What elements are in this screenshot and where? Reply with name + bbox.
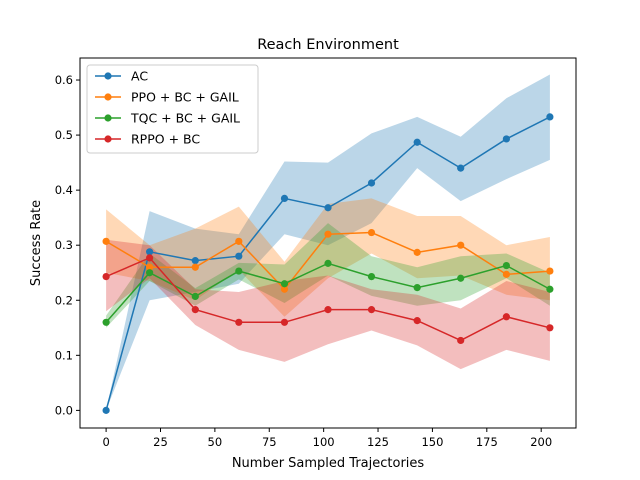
point-ac-2 bbox=[191, 257, 199, 265]
y-tick-label: 0.1 bbox=[55, 348, 73, 362]
band-ppo-bc-gail bbox=[106, 198, 550, 317]
point-rppo-bc-6 bbox=[367, 306, 376, 314]
point-tqc-bc-gail-5 bbox=[324, 259, 332, 267]
point-ac-6 bbox=[367, 179, 376, 187]
point-tqc-bc-gail-8 bbox=[457, 274, 465, 282]
point-ppo-bc-gail-1 bbox=[146, 263, 154, 271]
x-tick-label: 0 bbox=[102, 435, 109, 449]
x-tick-label: 75 bbox=[262, 435, 277, 449]
point-rppo-bc-8 bbox=[457, 336, 465, 345]
point-ac-5 bbox=[324, 204, 332, 212]
legend-label-rppo-bc: RPPO + BC bbox=[131, 132, 200, 147]
point-rppo-bc-9 bbox=[502, 313, 510, 321]
point-ppo-bc-gail-3 bbox=[235, 237, 243, 245]
legend: AC PPO + BC + GAIL TQC + BC + GAIL RPPO + B… bbox=[86, 64, 259, 154]
legend-box bbox=[86, 64, 259, 154]
point-rppo-bc-0 bbox=[102, 272, 110, 281]
point-rppo-bc-2 bbox=[191, 306, 199, 314]
plot-frame bbox=[79, 57, 577, 429]
point-ac-4 bbox=[280, 194, 289, 202]
point-tqc-bc-gail-1 bbox=[146, 269, 154, 277]
x-tick-label: 200 bbox=[530, 435, 552, 449]
point-tqc-bc-gail-7 bbox=[413, 284, 421, 292]
point-ac-8 bbox=[457, 164, 465, 172]
point-ac-9 bbox=[502, 135, 510, 143]
point-rppo-bc-4 bbox=[280, 318, 289, 326]
point-tqc-bc-gail-3 bbox=[235, 267, 243, 275]
chart-title: Reach Environment bbox=[257, 37, 399, 53]
y-axis-label: Success Rate bbox=[29, 200, 44, 286]
x-tick-label: 100 bbox=[313, 435, 335, 449]
x-axis-ticks: 0 25 50 75 100 125 150 175 200 bbox=[102, 428, 552, 449]
y-tick-label: 0.5 bbox=[55, 128, 73, 142]
band-tqc-bc-gail bbox=[106, 223, 550, 328]
point-ac-1 bbox=[146, 248, 154, 256]
band-ac bbox=[106, 74, 550, 411]
legend-marker-rppo-bc bbox=[104, 135, 112, 143]
point-rppo-bc-3 bbox=[235, 318, 243, 326]
x-tick-label: 50 bbox=[208, 435, 223, 449]
y-tick-label: 0.6 bbox=[55, 73, 73, 87]
point-ppo-bc-gail-10 bbox=[546, 267, 554, 275]
point-rppo-bc-10 bbox=[546, 324, 554, 332]
y-tick-label: 0.3 bbox=[55, 238, 73, 252]
point-ppo-bc-gail-8 bbox=[457, 241, 465, 249]
point-ppo-bc-gail-2 bbox=[191, 263, 199, 271]
y-axis-ticks: 0.0 0.1 0.2 0.3 0.4 0.5 0.6 bbox=[55, 73, 80, 417]
y-tick-label: 0.4 bbox=[55, 183, 73, 197]
x-axis-label: Number Sampled Trajectories bbox=[232, 456, 425, 471]
legend-label-tqc-bc-gail: TQC + BC + GAIL bbox=[130, 111, 240, 126]
point-ppo-bc-gail-0 bbox=[102, 237, 110, 245]
point-tqc-bc-gail-4 bbox=[280, 280, 289, 288]
point-ppo-bc-gail-6 bbox=[367, 228, 376, 237]
band-rppo-bc bbox=[106, 239, 550, 370]
y-tick-label: 0.0 bbox=[55, 403, 73, 417]
point-ac-3 bbox=[235, 252, 243, 260]
point-rppo-bc-1 bbox=[146, 254, 154, 262]
point-ppo-bc-gail-5 bbox=[324, 230, 332, 238]
legend-marker-ppo-bc-gail bbox=[104, 93, 112, 101]
legend-label-ppo-bc-gail: PPO + BC + GAIL bbox=[131, 90, 239, 105]
series-markers bbox=[102, 113, 554, 414]
y-tick-label: 0.2 bbox=[55, 293, 73, 307]
x-tick-label: 150 bbox=[421, 435, 443, 449]
point-ac-10 bbox=[546, 113, 554, 121]
point-tqc-bc-gail-2 bbox=[191, 292, 199, 301]
confidence-bands bbox=[106, 74, 550, 411]
legend-marker-ac bbox=[104, 72, 112, 80]
x-tick-label: 25 bbox=[153, 435, 168, 449]
legend-label-ac: AC bbox=[131, 69, 148, 84]
point-ac-0 bbox=[102, 406, 110, 414]
x-tick-label: 175 bbox=[476, 435, 498, 449]
point-ac-7 bbox=[413, 138, 421, 146]
point-tqc-bc-gail-10 bbox=[546, 285, 554, 293]
point-ppo-bc-gail-4 bbox=[280, 285, 289, 293]
point-tqc-bc-gail-0 bbox=[102, 318, 110, 326]
point-tqc-bc-gail-9 bbox=[502, 261, 510, 270]
point-rppo-bc-7 bbox=[413, 317, 421, 325]
point-ppo-bc-gail-9 bbox=[502, 270, 510, 278]
point-tqc-bc-gail-6 bbox=[367, 272, 376, 281]
point-ppo-bc-gail-7 bbox=[413, 248, 421, 256]
legend-marker-tqc-bc-gail bbox=[104, 114, 112, 122]
x-tick-label: 125 bbox=[367, 435, 389, 449]
point-rppo-bc-5 bbox=[324, 306, 332, 314]
